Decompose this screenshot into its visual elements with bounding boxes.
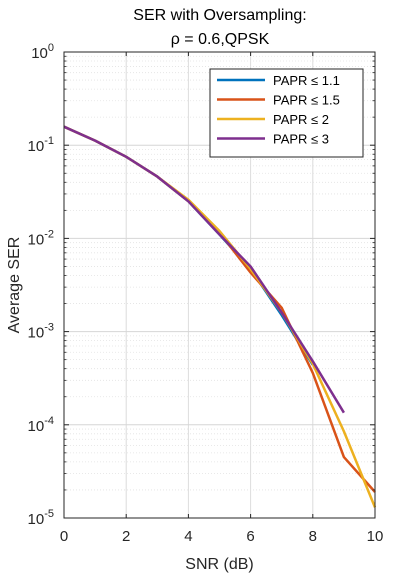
series-lines — [63, 125, 377, 508]
y-tick-label: 10-1 — [28, 135, 54, 155]
y-tick-base: 10 — [28, 418, 45, 435]
y-tick-exponent: -4 — [44, 415, 54, 427]
y-tick-exponent: -2 — [44, 228, 54, 240]
y-tick-base: 10 — [31, 45, 48, 62]
legend-items: PAPR ≤ 1.1 PAPR ≤ 1.5 PAPR ≤ 2 PAPR ≤ 3 — [217, 73, 340, 147]
x-axis-label: SNR (dB) — [185, 556, 253, 573]
x-tick-label: 6 — [246, 528, 254, 545]
x-tick-label: 10 — [367, 528, 384, 545]
series-line-4 — [63, 125, 345, 414]
x-tick-label: 4 — [184, 528, 192, 545]
chart-title: SER with Oversampling: — [133, 7, 306, 24]
y-tick-label: 10-5 — [28, 508, 54, 528]
y-tick-label: 10-4 — [28, 415, 54, 435]
y-tick-label: 100 — [31, 42, 54, 62]
legend-label-1: PAPR ≤ 1.1 — [273, 73, 340, 88]
legend-label-2: PAPR ≤ 1.5 — [273, 93, 340, 108]
x-tick-label: 8 — [309, 528, 317, 545]
y-tick-base: 10 — [28, 325, 45, 342]
y-tick-exponent: -3 — [44, 322, 54, 334]
x-tick-label: 2 — [122, 528, 130, 545]
legend-box — [209, 68, 364, 158]
legend-label-3: PAPR ≤ 2 — [273, 112, 329, 127]
axis-ticks — [63, 51, 376, 519]
legend-label-4: PAPR ≤ 3 — [273, 132, 329, 147]
y-tick-label: 10-3 — [28, 322, 54, 342]
y-tick-base: 10 — [28, 511, 45, 528]
x-tick-label: 0 — [60, 528, 68, 545]
y-tick-exponent: -1 — [44, 135, 54, 147]
chart-subtitle: ρ = 0.6,QPSK — [171, 31, 270, 48]
y-axis-label: Average SER — [6, 237, 23, 334]
y-tick-exponent: 0 — [48, 42, 54, 54]
y-tick-label: 10-2 — [28, 228, 54, 248]
y-tick-exponent: -5 — [44, 508, 54, 520]
x-tick-labels: 0 2 4 6 8 10 — [60, 528, 384, 545]
y-tick-base: 10 — [28, 138, 45, 155]
plot-box — [63, 51, 376, 519]
y-tick-base: 10 — [28, 231, 45, 248]
legend: PAPR ≤ 1.1 PAPR ≤ 1.5 PAPR ≤ 2 PAPR ≤ 3 — [209, 68, 364, 158]
